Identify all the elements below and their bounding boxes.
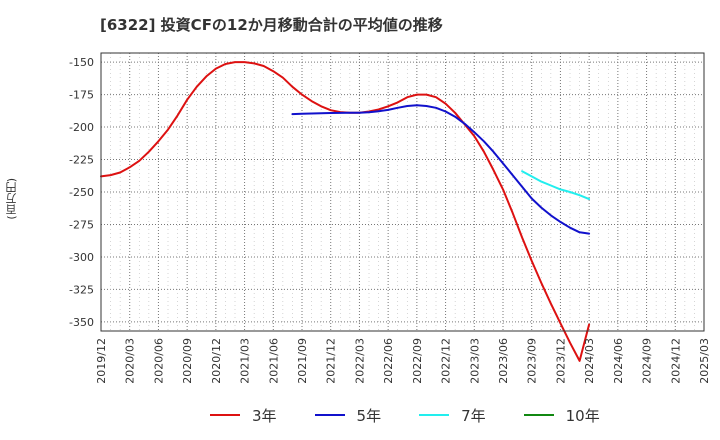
y-tick-label: -325 (69, 283, 94, 296)
y-tick-label: -350 (69, 316, 94, 329)
y-tick-label: -250 (69, 186, 94, 199)
legend-label: 3年 (252, 406, 277, 425)
legend-swatch (523, 414, 554, 416)
x-tick-label: 2022/12 (440, 338, 453, 384)
x-tick-label: 2023/12 (554, 338, 567, 384)
x-tick-label: 2024/03 (583, 338, 596, 384)
legend-label: 10年 (565, 406, 600, 425)
x-tick-label: 2022/03 (353, 338, 366, 384)
x-tick-label: 2020/03 (124, 338, 137, 384)
series-line-3年 (100, 61, 591, 362)
y-tick-label: -150 (69, 56, 94, 69)
series-layer (100, 61, 591, 362)
x-tick-label: 2023/03 (468, 338, 481, 384)
legend-item: 5年 (314, 405, 382, 426)
series-line-7年 (521, 170, 591, 201)
x-tick-label: 2021/12 (325, 338, 338, 384)
x-tick-label: 2021/03 (239, 338, 252, 384)
x-tick-label: 2025/03 (698, 338, 711, 384)
x-tick-label: 2020/12 (210, 338, 223, 384)
y-tick-label: -275 (69, 218, 94, 231)
legend-item: 7年 (419, 405, 486, 426)
x-tick-label: 2023/09 (526, 338, 539, 384)
x-tick-label: 2019/12 (95, 338, 108, 384)
x-tick-label: 2022/09 (411, 338, 424, 384)
y-axis: -150 -175 -200 -225 -250 -275 -300 -325 -350 (69, 56, 94, 329)
x-tick-label: 2024/09 (641, 338, 654, 384)
series-line-5年 (291, 104, 591, 235)
x-tick-label: 2022/06 (382, 338, 395, 384)
x-tick-label: 2021/09 (296, 338, 309, 384)
legend-label: 5年 (356, 406, 382, 425)
legend-label: 7年 (461, 406, 486, 425)
legend-swatch (210, 414, 240, 416)
y-tick-label: -225 (69, 154, 94, 167)
legend-swatch (314, 414, 345, 416)
plot-area (100, 52, 705, 332)
x-tick-label: 2021/06 (267, 338, 280, 384)
x-tick-label: 2020/06 (152, 338, 165, 384)
x-axis: 2019/12 2020/03 2020/06 2020/09 2020/12 2021/… (95, 338, 711, 384)
x-tick-label: 2024/12 (669, 338, 682, 384)
legend: 3年 5年 7年 10年 (210, 404, 638, 426)
x-tick-label: 2024/06 (612, 338, 625, 384)
legend-swatch (419, 414, 450, 416)
legend-item: 3年 (210, 405, 277, 426)
legend-item: 10年 (523, 405, 600, 426)
x-tick-label: 2023/06 (497, 338, 510, 384)
x-tick-label: 2020/09 (181, 338, 194, 384)
y-tick-label: -200 (69, 121, 94, 134)
y-tick-label: -300 (69, 251, 94, 264)
chart-title: [6322] 投資CFの12か月移動合計の平均値の推移 (100, 16, 443, 34)
y-tick-label: -175 (69, 89, 94, 102)
